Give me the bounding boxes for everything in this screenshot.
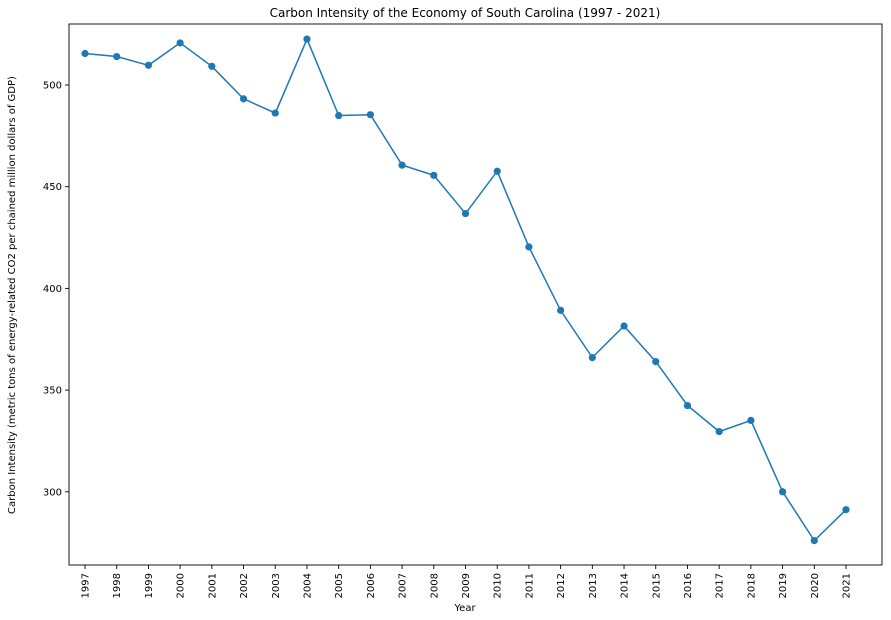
x-tick-label: 2018 (746, 573, 757, 598)
x-tick-label: 2011 (524, 573, 535, 598)
y-tick-label: 350 (43, 386, 62, 397)
data-point (366, 111, 374, 119)
data-point (81, 49, 89, 58)
data-point (144, 61, 153, 69)
data-point (113, 52, 121, 61)
x-tick-label: 2009 (461, 573, 472, 598)
x-tick-label: 2006 (366, 573, 377, 598)
data-point (652, 358, 660, 366)
x-tick-label: 2007 (398, 573, 409, 598)
y-axis-label: Carbon Intensity (metric tons of energy-… (7, 76, 18, 514)
data-point (683, 401, 692, 410)
x-tick-label: 2012 (556, 573, 567, 598)
x-axis-label: Year (453, 603, 476, 614)
x-tick-label: 2005 (334, 573, 345, 598)
x-tick-label: 2019 (778, 573, 789, 598)
x-tick-label: 2021 (842, 573, 853, 598)
x-tick-label: 2020 (810, 573, 821, 598)
x-tick-label: 2002 (239, 573, 250, 598)
x-tick-label: 1998 (112, 573, 123, 598)
series-layer (81, 35, 850, 545)
x-tick-label: 2017 (715, 573, 726, 598)
data-point (493, 167, 501, 175)
x-tick-label: 2008 (429, 573, 440, 598)
data-point (239, 95, 248, 103)
data-point (271, 109, 279, 117)
data-point (303, 35, 311, 43)
x-axis: 1997 1998 1999 2000 2001 2002 2003 2004 2005 2006… (81, 565, 853, 598)
data-point (208, 62, 216, 70)
data-point (778, 488, 787, 496)
y-tick-label: 300 (43, 487, 62, 498)
x-tick-label: 2000 (176, 573, 187, 598)
x-tick-label: 2015 (651, 573, 662, 598)
x-tick-label: 2014 (620, 573, 631, 598)
series-line (84, 37, 847, 542)
data-point (430, 171, 438, 179)
data-point (715, 427, 723, 436)
x-tick-label: 2013 (588, 573, 599, 598)
data-point (588, 353, 596, 362)
data-point (525, 243, 533, 251)
data-point (842, 506, 850, 514)
data-point (335, 111, 343, 120)
x-tick-label: 2004 (302, 573, 313, 598)
y-tick-label: 450 (43, 182, 62, 193)
x-tick-label: 1999 (144, 573, 155, 598)
y-tick-label: 400 (43, 284, 62, 295)
x-tick-label: 2016 (683, 573, 694, 598)
data-point (557, 306, 565, 314)
x-tick-label: 1997 (81, 573, 92, 598)
data-point (176, 39, 184, 47)
x-tick-label: 2003 (271, 573, 282, 598)
data-point (747, 416, 755, 424)
data-point (810, 536, 818, 545)
chart-title: Carbon Intensity of the Economy of South… (270, 6, 661, 20)
x-tick-label: 2001 (207, 573, 218, 598)
y-tick-label: 500 (43, 81, 62, 92)
data-point (620, 322, 628, 330)
plot-frame (68, 23, 883, 566)
data-point (398, 161, 406, 169)
x-tick-label: 2010 (493, 573, 504, 598)
data-point (461, 209, 470, 218)
y-axis: 300 350 400 450 500 (43, 81, 69, 498)
